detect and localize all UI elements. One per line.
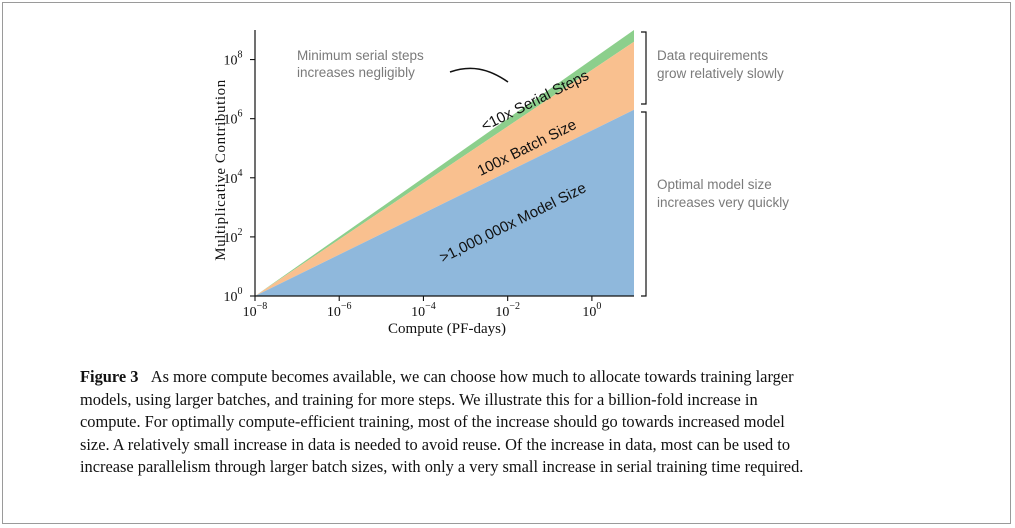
x-tick-label: 10−4 bbox=[411, 301, 436, 320]
min-serial-annotation-1: Minimum serial steps bbox=[297, 48, 424, 63]
x-tick-label: 100 bbox=[582, 301, 601, 320]
y-tick-label: 104 bbox=[224, 168, 243, 187]
axes bbox=[254, 30, 634, 297]
min-serial-annotation-2: increases negligibly bbox=[297, 65, 415, 80]
data-req-annotation-2: grow relatively slowly bbox=[657, 66, 784, 81]
caption-line: increase parallelism through larger batc… bbox=[80, 457, 804, 477]
serial-steps-area bbox=[255, 30, 634, 296]
data-req-annotation-1: Data requirements bbox=[657, 48, 768, 63]
caption-line: As more compute becomes available, we ca… bbox=[150, 367, 794, 386]
caption-line: compute. For optimally compute-efficient… bbox=[80, 412, 785, 432]
area-chart: 10−8 10−6 10−4 10−2 100 100 102 104 106 108 Compu… bbox=[213, 30, 789, 337]
caption-line: models, using larger batches, and traini… bbox=[80, 389, 758, 409]
x-axis-label: Compute (PF-days) bbox=[388, 321, 506, 337]
y-tick-label: 100 bbox=[224, 286, 243, 305]
model-bracket bbox=[641, 111, 647, 297]
y-tick-label: 102 bbox=[224, 227, 243, 246]
x-tick-label: 10−2 bbox=[495, 301, 520, 320]
y-tick-label: 106 bbox=[224, 109, 243, 128]
model-size-annotation-2: increases very quickly bbox=[657, 195, 789, 210]
caption-label: Figure 3 bbox=[80, 367, 139, 386]
y-axis-label: Multiplicative Contribution bbox=[213, 79, 229, 261]
annotation-arrow bbox=[449, 67, 509, 83]
batch-size-area bbox=[255, 41, 634, 296]
data-bracket bbox=[641, 31, 647, 105]
ticks: 10−8 10−6 10−4 10−2 100 100 102 104 106 108 bbox=[224, 50, 602, 320]
model-size-area bbox=[255, 109, 634, 296]
x-tick-label: 10−6 bbox=[327, 301, 352, 320]
caption-line: size. A relatively small increase in dat… bbox=[80, 434, 791, 454]
stacked-areas bbox=[255, 30, 634, 296]
y-tick-label: 108 bbox=[224, 50, 243, 69]
figure-caption: Figure 3 As more compute becomes availab… bbox=[80, 366, 950, 479]
model-size-annotation-1: Optimal model size bbox=[657, 177, 772, 192]
x-tick-label: 10−8 bbox=[243, 301, 268, 320]
